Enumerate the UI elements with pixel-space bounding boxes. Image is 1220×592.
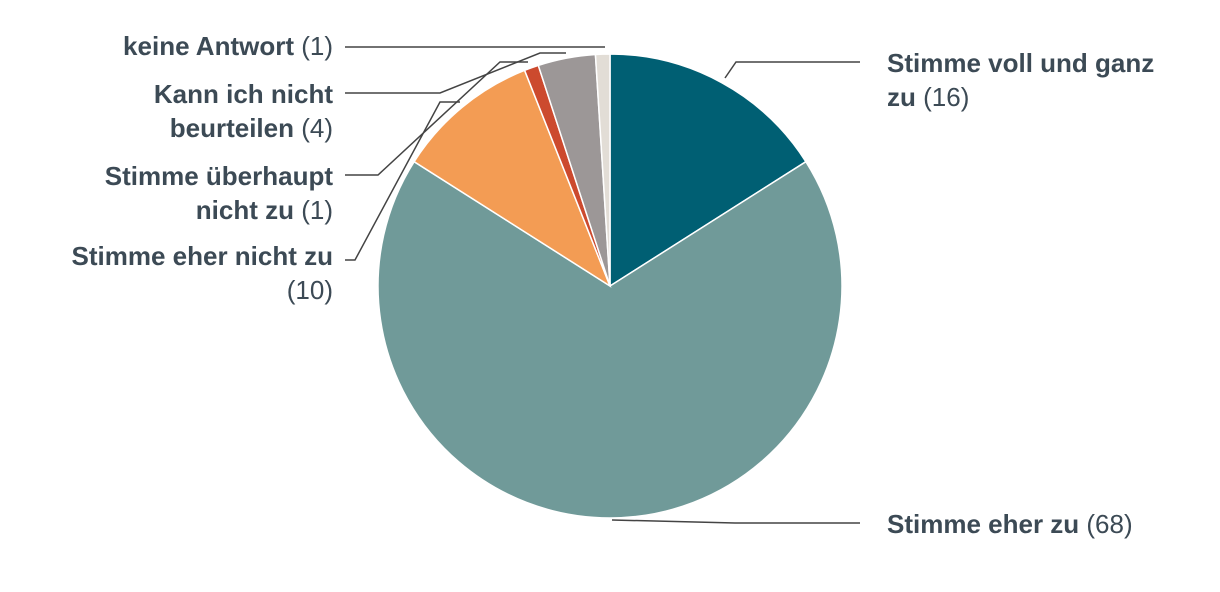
leader-line [724, 61, 860, 79]
slice-label: Stimme überhaupt nicht zu (1) [105, 161, 334, 225]
leader-line [611, 519, 860, 524]
leader-line [345, 101, 460, 261]
slice-label-text: zu [887, 82, 916, 112]
pie-slice [377, 160, 843, 519]
slice-count: (68) [1079, 509, 1132, 539]
pie-slice [413, 69, 612, 288]
slice-label: Kann ich nicht beurteilen (4) [154, 79, 333, 143]
slice-label: keine Antwort (1) [123, 31, 333, 61]
slice-label-text: Stimme voll und ganz [887, 48, 1154, 78]
slice-label-text: Stimme überhaupt [105, 161, 334, 191]
slice-count: (1) [294, 31, 333, 61]
leader-line [345, 61, 528, 176]
slice-label-text: nicht zu [196, 195, 294, 225]
slice-labels: Stimme voll und ganz zu (16) Stimme eher z… [72, 31, 1155, 539]
slice-count: (1) [294, 195, 333, 225]
slice-count: (10) [287, 275, 333, 305]
slice-count: (4) [294, 113, 333, 143]
leader-lines [345, 46, 860, 524]
slice-label-text: Kann ich nicht [154, 79, 333, 109]
pie-slice [609, 53, 807, 288]
slice-label-text: keine Antwort [123, 31, 294, 61]
slice-label-text: beurteilen [170, 113, 294, 143]
pie-slices [377, 53, 843, 519]
slice-label: Stimme eher nicht zu (10) [72, 241, 334, 305]
slice-label: Stimme eher zu (68) [887, 509, 1133, 539]
slice-label: Stimme voll und ganz zu (16) [887, 48, 1154, 112]
leader-line [345, 52, 566, 94]
slice-label-text: Stimme eher nicht zu [72, 241, 334, 271]
slice-label-text: Stimme eher zu [887, 509, 1079, 539]
pie-slice [594, 53, 611, 287]
slice-count: (16) [916, 82, 969, 112]
